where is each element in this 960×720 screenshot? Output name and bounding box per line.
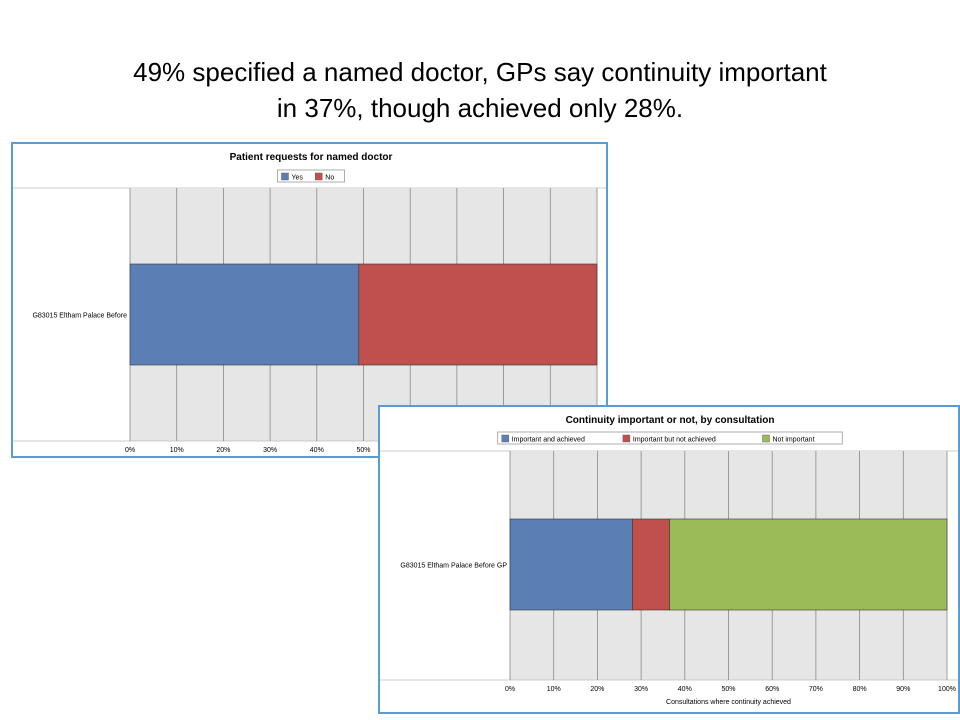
x-tick-label: 50% bbox=[721, 686, 735, 693]
legend-swatch bbox=[281, 172, 289, 181]
legend-swatch bbox=[501, 434, 509, 443]
legend-label: Not important bbox=[773, 437, 815, 444]
legend-box bbox=[497, 431, 843, 445]
legend-swatch bbox=[315, 172, 323, 181]
legend-label: Yes bbox=[292, 175, 304, 182]
x-tick-label: 0% bbox=[505, 686, 515, 693]
x-tick-label: 40% bbox=[678, 686, 692, 693]
continuity-chart: Continuity important or not, by consulta… bbox=[378, 405, 960, 714]
x-tick-label: 90% bbox=[896, 686, 910, 693]
named-doctor-chart: Patient requests for named doctor Yes No G8… bbox=[11, 142, 608, 458]
x-tick-label: 60% bbox=[765, 686, 779, 693]
chart-title: Continuity important or not, by consulta… bbox=[566, 415, 775, 426]
legend-label: No bbox=[325, 175, 334, 182]
named-doctor-chart-svg: Patient requests for named doctor Yes No G8… bbox=[13, 152, 606, 454]
legend-swatch bbox=[622, 434, 631, 443]
slide-title: 49% specified a named doctor, GPs say co… bbox=[0, 54, 960, 126]
x-tick-label: 20% bbox=[216, 447, 230, 454]
legend-swatch bbox=[762, 434, 770, 443]
bar-yes bbox=[129, 263, 360, 366]
category-label: G83015 Eltham Palace Before bbox=[32, 313, 127, 320]
legend-label: Important and achieved bbox=[512, 437, 585, 444]
chart-title: Patient requests for named doctor bbox=[230, 152, 393, 163]
continuity-chart-svg: Continuity important or not, by consulta… bbox=[380, 415, 958, 706]
x-tick-label: 100% bbox=[938, 686, 956, 693]
bar-no bbox=[358, 263, 598, 366]
slide-title-line-2: in 37%, though achieved only 28%. bbox=[276, 93, 684, 123]
x-tick-label: 30% bbox=[634, 686, 648, 693]
x-axis-label: Consultations where continuity achieved bbox=[666, 699, 791, 706]
x-tick-label: 0% bbox=[125, 447, 135, 454]
x-tick-label: 20% bbox=[590, 686, 604, 693]
bar-not-important bbox=[669, 518, 948, 611]
category-label: G83015 Eltham Palace Before GP bbox=[400, 563, 507, 570]
legend-label: Important but not achieved bbox=[633, 437, 716, 444]
legend-box bbox=[277, 169, 345, 183]
slide-title-line-1: 49% specified a named doctor, GPs say co… bbox=[133, 57, 827, 87]
x-tick-label: 10% bbox=[170, 447, 184, 454]
x-tick-label: 70% bbox=[809, 686, 823, 693]
x-tick-label: 40% bbox=[310, 447, 324, 454]
x-tick-label: 30% bbox=[263, 447, 277, 454]
bar-important-and-achieved bbox=[509, 518, 633, 611]
x-tick-label: 50% bbox=[356, 447, 370, 454]
x-tick-label: 80% bbox=[853, 686, 867, 693]
bar-important-but-not-achieved bbox=[632, 518, 670, 611]
x-tick-label: 10% bbox=[547, 686, 561, 693]
